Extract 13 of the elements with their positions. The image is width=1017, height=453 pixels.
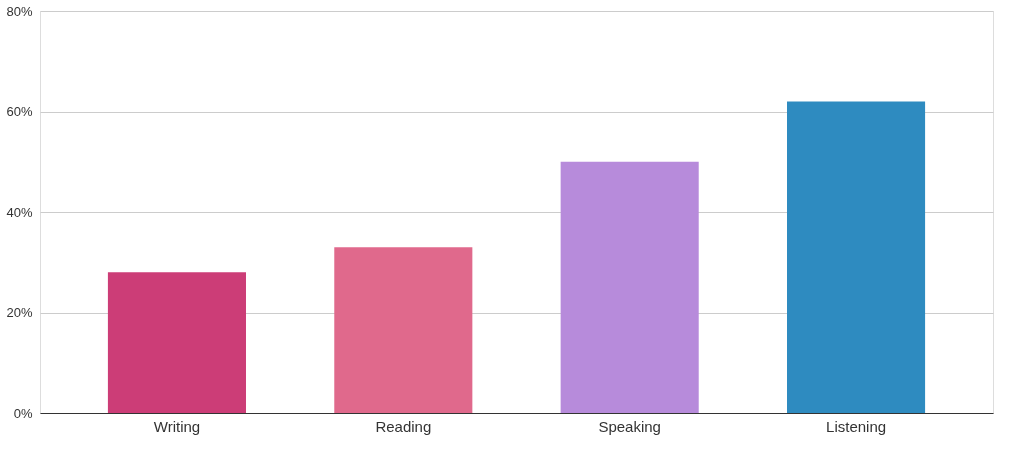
bar <box>560 161 699 413</box>
bar <box>107 272 246 413</box>
x-tick-label: Reading <box>375 417 432 435</box>
y-tick-label: 60% <box>6 104 33 119</box>
x-tick-label: Writing <box>153 417 201 435</box>
bar <box>334 247 473 413</box>
y-tick-label: 40% <box>6 204 33 220</box>
x-tick-label: Listening <box>826 417 887 435</box>
y-tick-label: 20% <box>6 305 33 320</box>
y-tick-label: 80% <box>6 3 33 19</box>
bar <box>787 101 926 413</box>
y-tick-label: 0% <box>13 405 33 421</box>
x-tick-label: Speaking <box>598 417 661 435</box>
